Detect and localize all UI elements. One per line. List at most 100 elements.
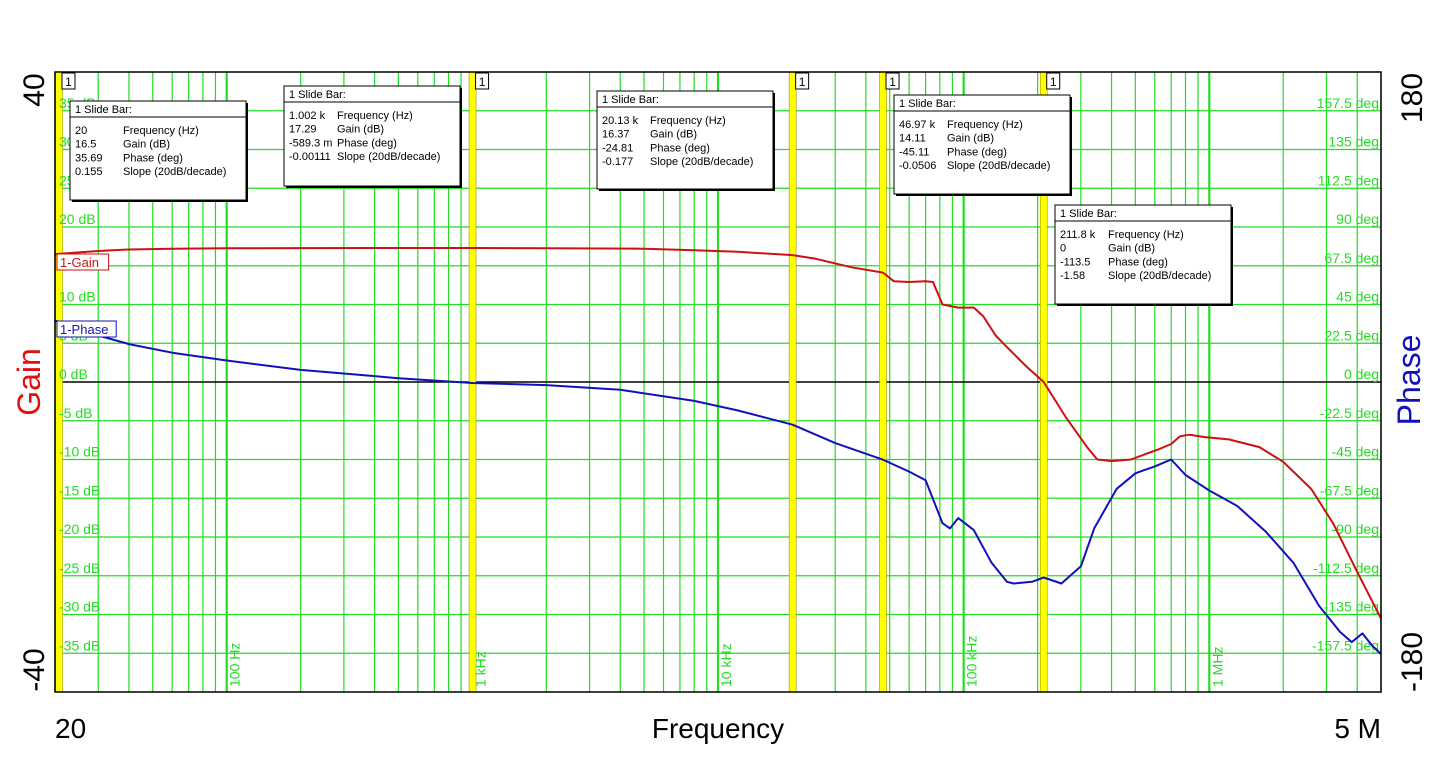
- phase-tick-label: -45 deg: [1332, 444, 1379, 460]
- cursor-tag-label: 1: [889, 75, 896, 89]
- slide-bar-value: 14.11: [899, 133, 926, 145]
- slide-bar-value: -113.5: [1060, 256, 1090, 268]
- slide-bar-field: Phase (deg): [1108, 256, 1168, 268]
- gain-tick-label: 10 dB: [59, 289, 96, 305]
- legend-label: 1-Phase: [60, 322, 108, 337]
- slide-bar-field: Gain (dB): [1108, 243, 1155, 255]
- slide-bar-panel: [283, 85, 461, 187]
- slide-bar-value: -45.11: [899, 146, 929, 158]
- slide-bar-value: 20: [75, 125, 87, 137]
- slide-bar-field: Frequency (Hz): [650, 115, 726, 127]
- freq-tick-label: 10 kHz: [718, 643, 734, 687]
- slide-bar-field: Frequency (Hz): [947, 119, 1023, 131]
- cursor-tag[interactable]: [1046, 72, 1061, 90]
- slide-bar-value: 35.69: [75, 152, 103, 164]
- slide-bar-value: 0: [1060, 243, 1066, 255]
- freq-tick-label: 1 MHz: [1209, 647, 1225, 687]
- slide-bar-field: Slope (20dB/decade): [337, 151, 440, 163]
- phase-tick-label: -135 deg: [1324, 599, 1379, 615]
- gain-tick-label: 0 dB: [59, 366, 88, 382]
- right-axis-bottom-label: -180: [1396, 632, 1429, 692]
- phase-tick-label: 45 deg: [1336, 289, 1379, 305]
- phase-tick-label: 135 deg: [1328, 134, 1379, 150]
- slide-bar-field: Frequency (Hz): [337, 110, 413, 122]
- slide-bar-value: 16.5: [75, 139, 96, 151]
- slide-bar-field: Slope (20dB/decade): [1108, 270, 1211, 282]
- legend: 1-Gain 1-Phase: [56, 253, 117, 338]
- x-axis-title: Frequency: [652, 713, 784, 744]
- x-axis-start-label: 20: [55, 713, 86, 744]
- gain-tick-label: -35 dB: [59, 637, 100, 653]
- phase-tick-label: 90 deg: [1336, 211, 1379, 227]
- gain-tick-label: -30 dB: [59, 599, 100, 615]
- slide-bar-value: -0.0506: [899, 160, 936, 172]
- slide-bar-title: 1 Slide Bar:: [289, 89, 346, 101]
- gain-tick-label: -5 dB: [59, 405, 92, 421]
- slide-bar-box[interactable]: 1 Slide Bar: 211.8 k Frequency (Hz) 0 Gain (…: [1054, 204, 1233, 306]
- freq-tick-label: 100 kHz: [964, 636, 980, 687]
- gain-tick-label: -15 dB: [59, 482, 100, 498]
- cursor-tag[interactable]: [61, 72, 76, 90]
- phase-line: [54, 319, 1382, 655]
- phase-tick-label: -90 deg: [1332, 521, 1379, 537]
- slide-bar-field: Slope (20dB/decade): [947, 160, 1050, 172]
- slide-bar-box[interactable]: 1 Slide Bar: 20.13 k Frequency (Hz) 16.37 Ga…: [596, 90, 775, 191]
- slide-bar-value: 20.13 k: [602, 115, 639, 127]
- phase-tick-label: -67.5 deg: [1320, 482, 1379, 498]
- slide-bar-value: 17.29: [289, 124, 317, 136]
- slide-bar-field: Phase (deg): [337, 137, 397, 149]
- slide-bar-field: Gain (dB): [947, 133, 994, 145]
- phase-tick-label: -157.5 deg: [1312, 637, 1379, 653]
- slide-bar-value: -589.3 m: [289, 137, 332, 149]
- slide-bar-title: 1 Slide Bar:: [899, 98, 956, 110]
- cursor-bar[interactable]: [879, 71, 887, 693]
- slide-bar-field: Phase (deg): [123, 152, 183, 164]
- legend-box: [56, 253, 110, 271]
- slide-bar-field: Slope (20dB/decade): [650, 156, 753, 168]
- cursor-bar[interactable]: [788, 71, 797, 693]
- slide-bar-field: Frequency (Hz): [1108, 229, 1184, 241]
- slide-bar-value: 0.155: [75, 166, 103, 178]
- phase-tick-label: 157.5 deg: [1317, 95, 1379, 111]
- left-axis-title: Gain: [11, 348, 47, 416]
- series-lines: [54, 247, 1382, 655]
- cursor-tag[interactable]: [475, 72, 490, 90]
- slide-bar-value: 1.002 k: [289, 110, 326, 122]
- gain-tick-label: -20 dB: [59, 521, 100, 537]
- slide-bar-box[interactable]: 1 Slide Bar: 46.97 k Frequency (Hz) 14.11 Ga…: [893, 94, 1072, 196]
- gain-line: [54, 247, 1382, 619]
- slide-bar-field: Gain (dB): [123, 139, 170, 151]
- right-axis-top-label: 180: [1396, 73, 1429, 123]
- left-axis-bottom-label: -40: [18, 648, 51, 691]
- slide-bar-value: 16.37: [602, 129, 630, 141]
- cursor-tag-label: 1: [479, 75, 486, 89]
- cursor-tag[interactable]: [885, 72, 900, 90]
- left-axis-top-label: 40: [18, 73, 51, 106]
- plot-frame: [54, 71, 1382, 693]
- phase-tick-label: 112.5 deg: [1318, 172, 1379, 188]
- cursor-tag-label: 1: [799, 75, 806, 89]
- phase-tick-label: 67.5 deg: [1325, 250, 1380, 266]
- phase-tick-label: 22.5 deg: [1325, 327, 1380, 343]
- x-axis-end-label: 5 M: [1334, 713, 1381, 744]
- slide-bar-field: Gain (dB): [650, 129, 697, 141]
- slide-bar-boxes[interactable]: 1 Slide Bar: 20 Frequency (Hz) 16.5 Gain (dB…: [69, 85, 1233, 306]
- phase-tick-label: -22.5 deg: [1320, 405, 1379, 421]
- slide-bar-value: 211.8 k: [1060, 229, 1096, 241]
- cursor-tag-label: 1: [65, 75, 72, 89]
- slide-bar-box[interactable]: 1 Slide Bar: 20 Frequency (Hz) 16.5 Gain (dB…: [69, 100, 248, 202]
- slide-bar-value: -24.81: [602, 142, 633, 154]
- gain-tick-label: -10 dB: [59, 444, 100, 460]
- slide-bar-value: 46.97 k: [899, 119, 936, 131]
- freq-tick-label: 1 kHz: [472, 651, 488, 687]
- phase-tick-label: 0 deg: [1344, 366, 1379, 382]
- slide-bar-field: Gain (dB): [337, 124, 384, 136]
- slide-bar-box[interactable]: 1 Slide Bar: 1.002 k Frequency (Hz) 17.29 Ga…: [283, 85, 462, 188]
- freq-tick-label: 100 Hz: [227, 643, 243, 687]
- slide-bar-field: Frequency (Hz): [123, 125, 199, 137]
- cursor-tag[interactable]: [795, 72, 810, 90]
- legend-box: [56, 320, 117, 338]
- slide-bar-title: 1 Slide Bar:: [602, 94, 659, 106]
